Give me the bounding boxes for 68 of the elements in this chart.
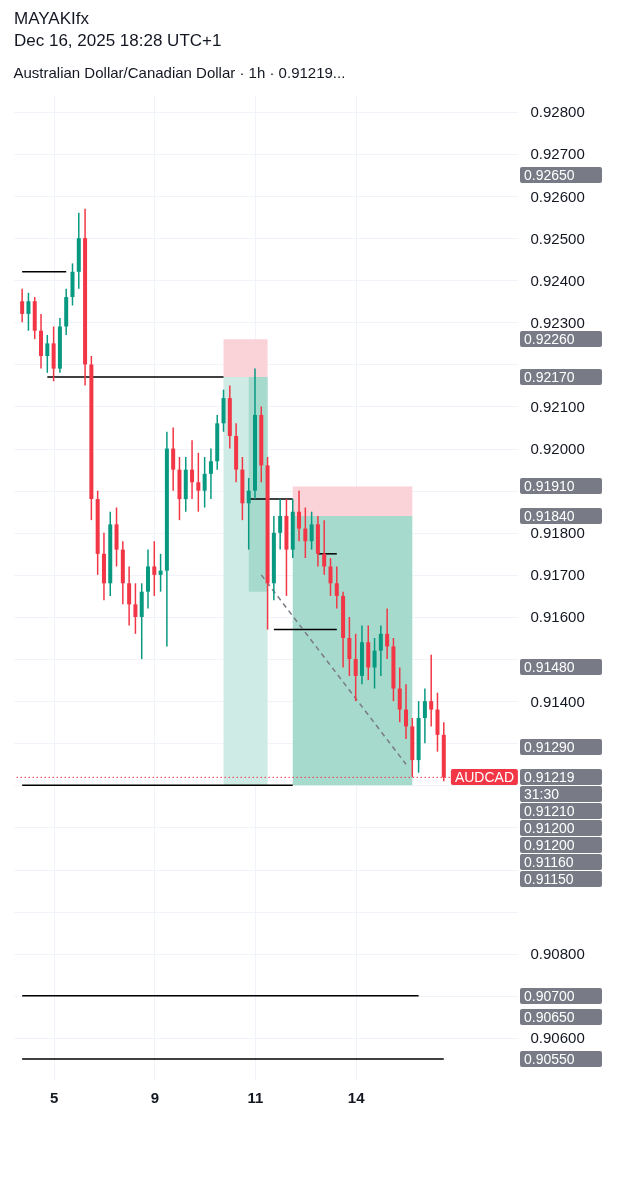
x-tick-label: 5	[49, 1088, 59, 1106]
candlestick	[309, 510, 314, 551]
text: 0.91200	[520, 820, 602, 837]
text: 0.91150	[520, 871, 602, 888]
candlestick	[208, 447, 213, 500]
candlestick	[26, 292, 31, 332]
candlestick	[171, 426, 176, 492]
candlestick	[372, 637, 377, 690]
candlestick	[353, 633, 358, 702]
candlestick	[334, 565, 339, 610]
chart-title: Australian Dollar/Canadian Dollar · 1h · 0.91219...	[13, 64, 346, 81]
y-tick-label: 0.92300	[530, 313, 585, 331]
text: 0.92260	[520, 331, 602, 348]
y-tick-label: 0.92800	[530, 103, 585, 121]
text: 0.91840	[520, 507, 602, 524]
candlestick	[196, 452, 201, 513]
candlestick	[158, 553, 163, 593]
candlestick	[297, 489, 302, 542]
candlestick	[303, 506, 308, 559]
candlestick	[45, 334, 50, 374]
y-tick-label: 0.90800	[530, 945, 585, 963]
text: 31:30	[520, 786, 602, 803]
y-tick-label: 0.92500	[530, 229, 585, 247]
candlestick	[127, 565, 132, 627]
candlestick	[190, 439, 195, 500]
text: 0.91219	[520, 769, 602, 786]
y-tick-label: 0.92100	[530, 398, 585, 415]
candlestick	[278, 498, 283, 551]
text: Dec 16, 2025 18:28 UTC+1	[14, 30, 222, 52]
y-tick-label: 0.92400	[530, 271, 585, 289]
text: 0.91210	[520, 803, 602, 820]
y-tick-label: 0.92000	[530, 440, 585, 458]
candlestick	[202, 456, 207, 509]
y-tick-label: 0.91400	[530, 692, 585, 710]
x-tick-label: 14	[347, 1088, 366, 1106]
candlestick	[20, 287, 25, 324]
y-tick-label: 0.91800	[530, 524, 585, 542]
text: 0.91200	[520, 837, 602, 854]
candlestick	[152, 540, 157, 597]
candlestick	[328, 557, 333, 597]
ref-line-label: AUDCAD	[450, 769, 518, 786]
y-tick-label: 0.91700	[530, 566, 585, 584]
text: 0.91910	[520, 478, 602, 495]
candlestick	[133, 582, 138, 635]
x-tick-label: 9	[150, 1088, 159, 1106]
y-tick-label: 0.91600	[530, 608, 585, 626]
candlestick	[322, 519, 327, 576]
text: 0.90650	[520, 1008, 602, 1025]
candlestick	[378, 624, 383, 677]
text: 0.91290	[520, 739, 602, 756]
candlestick	[429, 654, 434, 728]
y-tick-label: 0.92600	[530, 187, 585, 205]
x-tick-label: 11	[247, 1088, 264, 1106]
y-tick-label: 0.92700	[530, 145, 585, 163]
text: 0.90550	[520, 1050, 602, 1067]
text: 0.91160	[520, 854, 602, 871]
text: 0.91480	[520, 659, 602, 676]
candlestick	[347, 616, 352, 677]
candlestick	[404, 683, 409, 740]
candlestick	[397, 666, 402, 723]
y-tick-label: 0.90600	[530, 1029, 585, 1047]
candlestick	[385, 607, 390, 660]
text: 0.90700	[520, 987, 602, 1004]
text: 0.92650	[520, 166, 602, 183]
text: MAYAKIfx	[14, 8, 90, 30]
candlestick	[246, 477, 251, 551]
candlestick	[422, 687, 427, 744]
text: 0.92170	[520, 369, 602, 386]
